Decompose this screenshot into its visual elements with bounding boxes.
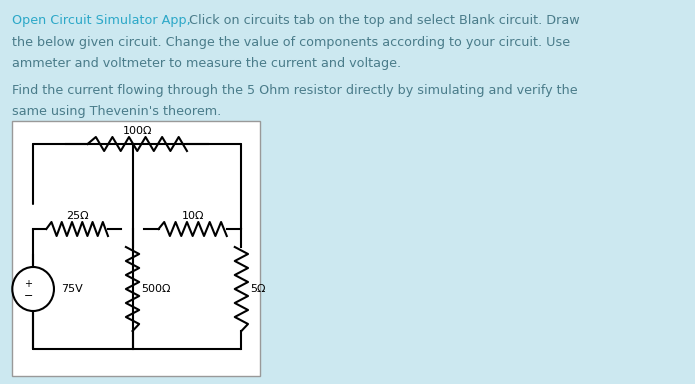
FancyBboxPatch shape — [13, 121, 261, 376]
Circle shape — [13, 267, 54, 311]
Text: 75V: 75V — [62, 284, 83, 294]
Text: ammeter and voltmeter to measure the current and voltage.: ammeter and voltmeter to measure the cur… — [13, 57, 402, 70]
Text: 25Ω: 25Ω — [66, 211, 88, 221]
Text: 10Ω: 10Ω — [181, 211, 204, 221]
Text: 5Ω: 5Ω — [250, 284, 265, 294]
Text: 500Ω: 500Ω — [141, 284, 170, 294]
Text: −: − — [24, 291, 33, 301]
Text: same using Thevenin's theorem.: same using Thevenin's theorem. — [13, 105, 222, 118]
Text: Open Circuit Simulator App,: Open Circuit Simulator App, — [13, 14, 191, 27]
Text: Find the current flowing through the 5 Ohm resistor directly by simulating and v: Find the current flowing through the 5 O… — [13, 84, 578, 97]
Text: Click on circuits tab on the top and select Blank circuit. Draw: Click on circuits tab on the top and sel… — [185, 14, 579, 27]
Text: +: + — [24, 279, 33, 289]
Text: the below given circuit. Change the value of components according to your circui: the below given circuit. Change the valu… — [13, 36, 571, 49]
Text: 100Ω: 100Ω — [122, 126, 152, 136]
